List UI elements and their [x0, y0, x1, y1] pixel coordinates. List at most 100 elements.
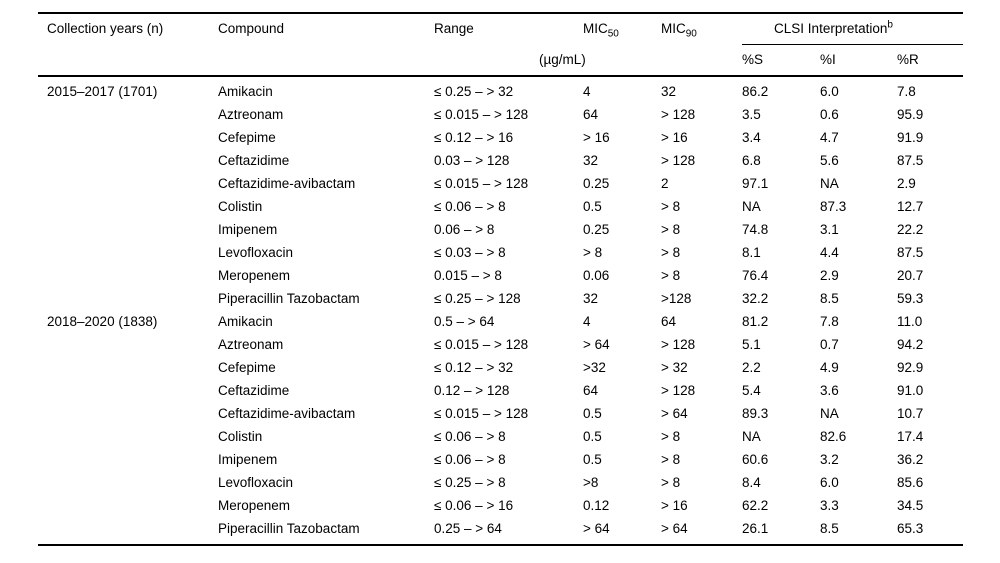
- cell-compound: Ceftazidime-avibactam: [218, 406, 356, 422]
- header-spacer-1: [38, 44, 218, 77]
- cell-collection-years: [38, 219, 218, 242]
- cell-pct-s: 3.5: [742, 107, 761, 123]
- mic90-label: MIC: [661, 21, 686, 37]
- cell-mic90: 32: [661, 84, 677, 100]
- header-mic90: MIC90: [661, 13, 742, 44]
- cell-pct-r: 65.3: [897, 521, 924, 537]
- table-row: Imipenem ≤ 0.06 – > 8 0.5 > 8 60.6 3.2 36.2: [38, 449, 963, 472]
- cell-range: ≤ 0.015 – > 128: [434, 176, 529, 192]
- table-row: Cefepime ≤ 0.12 – > 32 >32 > 32 2.2 4.9 92.9: [38, 357, 963, 380]
- cell-mic50: 0.5: [583, 199, 602, 215]
- cell-pct-i: 2.9: [820, 268, 839, 284]
- cell-compound: Amikacin: [218, 84, 273, 100]
- header-row-sub: (µg/mL) %S %I %R: [38, 44, 963, 77]
- cell-pct-i: NA: [820, 176, 839, 192]
- table-row: Levofloxacin ≤ 0.25 – > 8 >8 > 8 8.4 6.0 85.6: [38, 472, 963, 495]
- cell-pct-r: 87.5: [897, 153, 924, 169]
- cell-pct-r: 2.9: [897, 176, 916, 192]
- cell-compound: Meropenem: [218, 268, 291, 284]
- cell-pct-r: 91.0: [897, 383, 924, 399]
- cell-range: ≤ 0.25 – > 128: [434, 291, 521, 307]
- cell-mic50: 0.5: [583, 406, 602, 422]
- cell-pct-i: 8.5: [820, 521, 839, 537]
- cell-pct-i: 87.3: [820, 199, 847, 215]
- cell-pct-i: 0.7: [820, 337, 839, 353]
- header-unit: (µg/mL): [539, 44, 742, 77]
- cell-pct-i: 4.4: [820, 245, 839, 261]
- cell-pct-s: 76.4: [742, 268, 769, 284]
- cell-mic50: > 64: [583, 337, 610, 353]
- cell-pct-i: 4.9: [820, 360, 839, 376]
- table-row: Imipenem 0.06 – > 8 0.25 > 8 74.8 3.1 22.2: [38, 219, 963, 242]
- cell-pct-s: 3.4: [742, 130, 761, 146]
- cell-pct-s: 97.1: [742, 176, 769, 192]
- cell-mic50: > 8: [583, 245, 603, 261]
- cell-mic90: > 32: [661, 360, 688, 376]
- cell-pct-r: 22.2: [897, 222, 924, 238]
- cell-range: 0.5 – > 64: [434, 314, 495, 330]
- cell-pct-i: 0.6: [820, 107, 839, 123]
- table-row: Aztreonam ≤ 0.015 – > 128 64 > 128 3.5 0.6 95.…: [38, 104, 963, 127]
- header-pct-i: %I: [820, 44, 897, 77]
- cell-pct-s: 5.4: [742, 383, 761, 399]
- cell-collection-years: [38, 334, 218, 357]
- table-row: Colistin ≤ 0.06 – > 8 0.5 > 8 NA 87.3 12.7: [38, 196, 963, 219]
- header-compound: Compound: [218, 21, 285, 37]
- cell-compound: Cefepime: [218, 130, 276, 146]
- header-mic50: MIC50: [583, 13, 661, 44]
- cell-mic50: 4: [583, 84, 591, 100]
- header-row-top: Collection years (n) Compound Range MIC5…: [38, 13, 963, 45]
- cell-pct-r: 95.9: [897, 107, 924, 123]
- cell-range: ≤ 0.25 – > 8: [434, 475, 506, 491]
- cell-pct-s: 60.6: [742, 452, 769, 468]
- cell-pct-s: 26.1: [742, 521, 769, 537]
- cell-mic90: > 128: [661, 153, 696, 169]
- table-row: 2018–2020 (1838) Amikacin 0.5 – > 64 4 64 81.…: [38, 311, 963, 334]
- cell-pct-i: 3.1: [820, 222, 839, 238]
- cell-pct-r: 20.7: [897, 268, 924, 284]
- cell-pct-r: 94.2: [897, 337, 924, 353]
- cell-pct-i: 7.8: [820, 314, 839, 330]
- cell-collection-years: [38, 380, 218, 403]
- cell-pct-r: 59.3: [897, 291, 924, 307]
- cell-range: 0.015 – > 8: [434, 268, 502, 284]
- cell-collection-years: [38, 265, 218, 288]
- table-row: Colistin ≤ 0.06 – > 8 0.5 > 8 NA 82.6 17.4: [38, 426, 963, 449]
- cell-collection-years: [38, 288, 218, 311]
- cell-pct-r: 34.5: [897, 498, 924, 514]
- cell-pct-s: 2.2: [742, 360, 761, 376]
- cell-compound: Colistin: [218, 199, 263, 215]
- table-row: Ceftazidime-avibactam ≤ 0.015 – > 128 0.5 >…: [38, 403, 963, 426]
- cell-collection-years: [38, 472, 218, 495]
- cell-pct-s: NA: [742, 429, 761, 445]
- cell-range: ≤ 0.015 – > 128: [434, 107, 529, 123]
- cell-compound: Colistin: [218, 429, 263, 445]
- cell-pct-s: 8.4: [742, 475, 761, 491]
- mic50-label: MIC: [583, 21, 608, 37]
- cell-mic90: > 128: [661, 383, 696, 399]
- cell-pct-i: 82.6: [820, 429, 847, 445]
- header-range: Range: [434, 21, 474, 37]
- cell-collection-years: [38, 127, 218, 150]
- cell-pct-r: 85.6: [897, 475, 924, 491]
- cell-compound: Cefepime: [218, 360, 276, 376]
- cell-mic90: > 8: [661, 452, 681, 468]
- cell-compound: Ceftazidime: [218, 153, 290, 169]
- cell-range: ≤ 0.03 – > 8: [434, 245, 506, 261]
- cell-mic50: 0.25: [583, 176, 610, 192]
- cell-pct-i: 6.0: [820, 84, 839, 100]
- cell-pct-r: 10.7: [897, 406, 924, 422]
- table-header: Collection years (n) Compound Range MIC5…: [38, 13, 963, 77]
- cell-pct-r: 12.7: [897, 199, 924, 215]
- cell-compound: Ceftazidime-avibactam: [218, 176, 356, 192]
- cell-pct-r: 7.8: [897, 84, 916, 100]
- cell-collection-years: [38, 173, 218, 196]
- cell-collection-years: [38, 403, 218, 426]
- cell-mic50: 0.5: [583, 452, 602, 468]
- cell-mic50: 32: [583, 291, 599, 307]
- clsi-label: CLSI Interpretation: [774, 21, 888, 36]
- cell-pct-s: NA: [742, 199, 761, 215]
- table-body: 2015–2017 (1701) Amikacin ≤ 0.25 – > 32 4 32…: [38, 76, 963, 545]
- cell-mic90: > 64: [661, 406, 688, 422]
